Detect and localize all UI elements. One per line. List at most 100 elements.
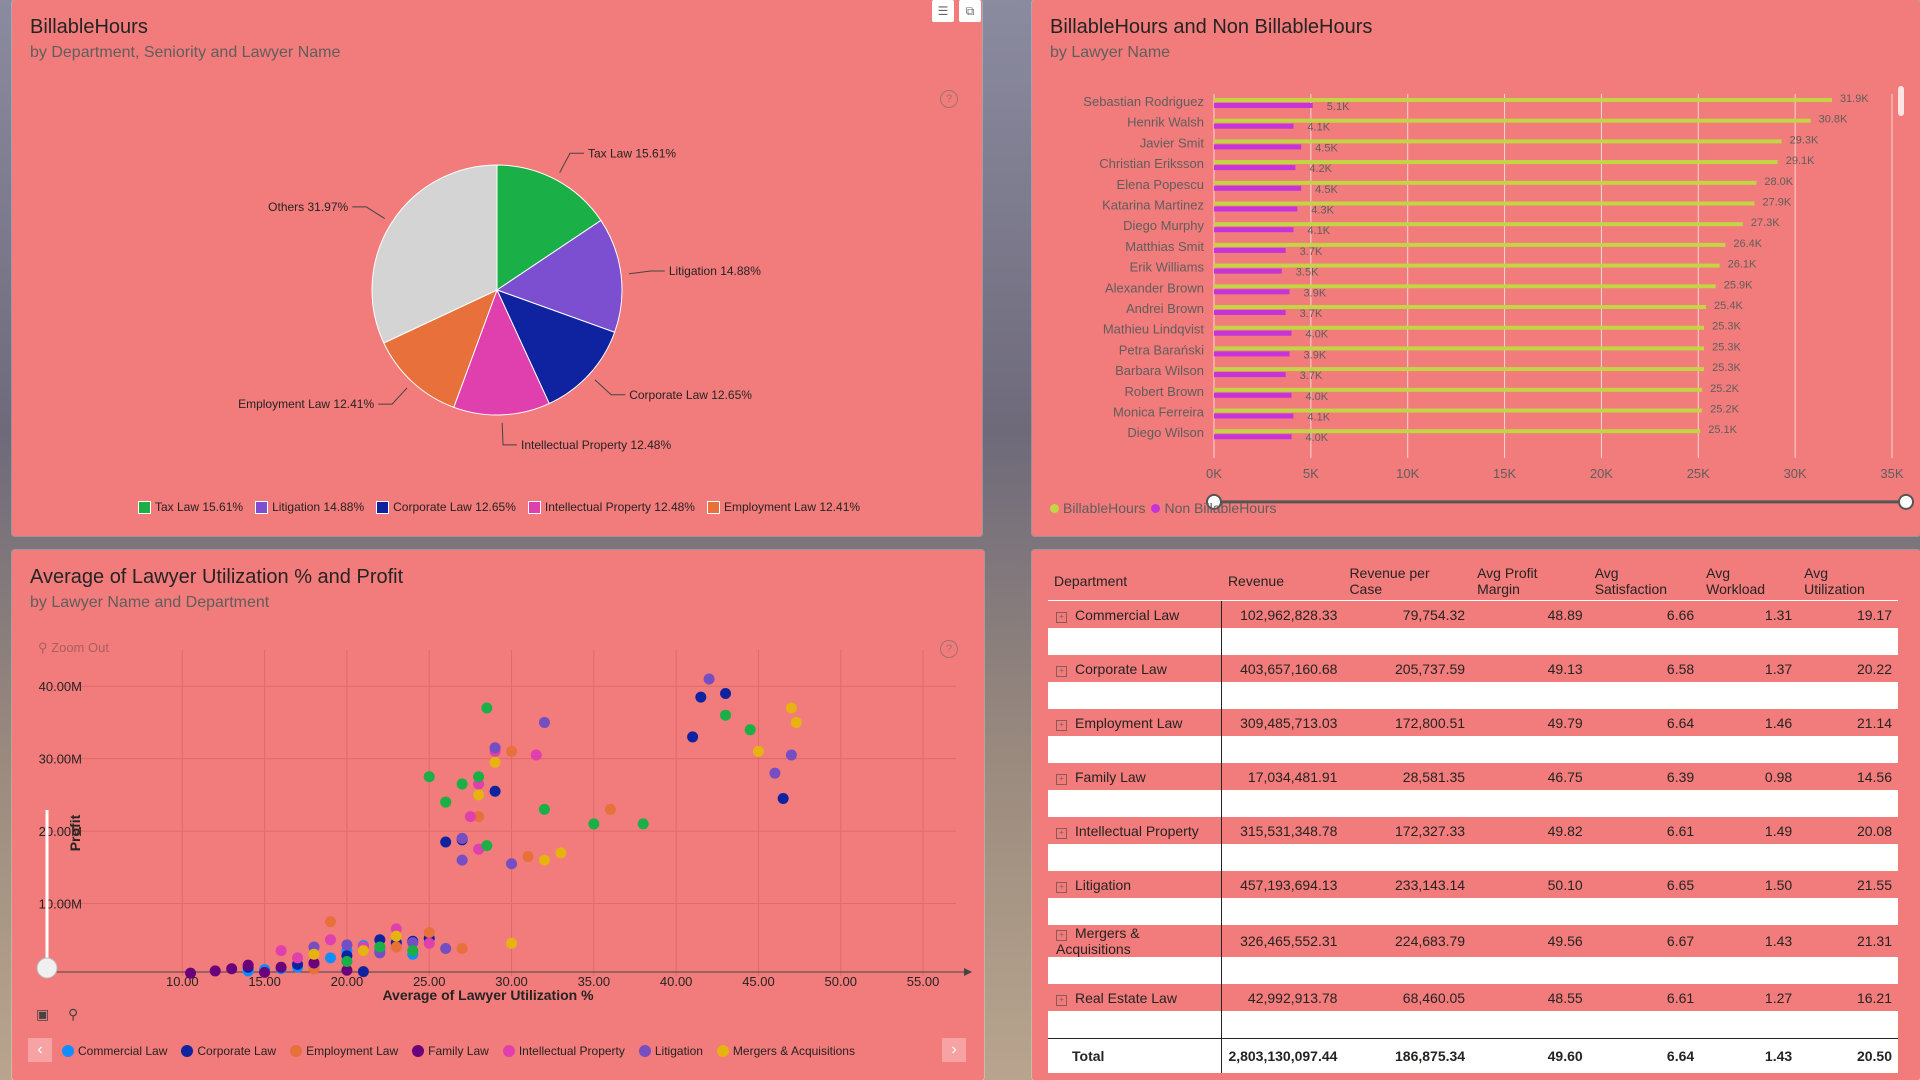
column-header[interactable]: Department	[1048, 562, 1222, 601]
legend-next-button[interactable]: ›	[942, 1038, 966, 1062]
legend-dot	[1050, 503, 1059, 513]
department-cell[interactable]: + Commercial Law	[1048, 600, 1223, 628]
value-cell: 16.21	[1856, 989, 1892, 1006]
billable-data-label: 29.1K	[1786, 155, 1815, 167]
spacer-cell	[1798, 844, 1898, 871]
legend-item[interactable]: Employment Law 12.41%	[706, 500, 860, 514]
nonbillable-data-label: 3.7K	[1300, 246, 1323, 258]
spacer-cell	[1471, 1011, 1589, 1039]
expand-icon[interactable]: +	[1056, 719, 1067, 731]
scatter-help-icon[interactable]: ?	[940, 640, 958, 658]
legend-prev-button[interactable]: ‹	[28, 1038, 52, 1062]
x-tick-label: 20K	[1590, 466, 1613, 481]
zoom-out-button[interactable]: ⚲ Zoom Out	[38, 640, 109, 656]
legend-item[interactable]: Tax Law 15.61%	[138, 500, 243, 514]
total-value: 20.50	[1798, 1038, 1898, 1073]
nonbillable-bar	[1214, 206, 1298, 212]
department-cell[interactable]: + Employment Law	[1048, 709, 1223, 736]
department-cell[interactable]: + Mergers & Acquisitions	[1048, 925, 1223, 957]
pie-title: BillableHours	[30, 16, 148, 38]
zoom-slider-handle	[36, 957, 58, 979]
expand-icon[interactable]: +	[1056, 881, 1067, 893]
category-label: Robert Brown	[1125, 384, 1204, 399]
value-cell: 21.55	[1856, 876, 1892, 893]
expand-icon[interactable]: +	[1056, 930, 1067, 941]
spacer-row	[1048, 736, 1898, 763]
scatter-point	[744, 724, 756, 736]
table-row: + Commercial Law 102,962,828.33 79,754.32 48…	[1048, 600, 1898, 628]
legend-item[interactable]: Intellectual Property 12.48%	[527, 500, 695, 514]
scatter-point	[538, 803, 550, 815]
legend-dot	[181, 1045, 194, 1057]
expand-icon[interactable]: +	[1056, 773, 1067, 785]
spacer-cell	[1343, 898, 1472, 925]
department-cell[interactable]: + Corporate Law	[1048, 655, 1223, 682]
legend-item[interactable]: Family Law	[412, 1044, 489, 1058]
spacer-cell	[1048, 1011, 1223, 1039]
legend-dot	[1151, 503, 1161, 513]
scatter-point	[324, 952, 336, 964]
x-tick-label: 55.00	[907, 974, 940, 989]
table-row: + Intellectual Property 315,531,348.78 172,…	[1048, 817, 1898, 844]
table-row: + Real Estate Law 42,992,913.78 68,460.05 48…	[1048, 984, 1898, 1011]
scatter-point	[481, 840, 493, 852]
nonbillable-bar	[1214, 123, 1294, 129]
nonbillable-bar	[1214, 351, 1290, 357]
x-tick-label: 30.00	[495, 974, 528, 989]
column-header[interactable]: Avg Satisfaction	[1588, 562, 1701, 601]
department-cell[interactable]: + Real Estate Law	[1048, 984, 1223, 1011]
help-icon[interactable]: ?	[940, 90, 958, 108]
pie-leader-line	[352, 206, 386, 220]
scatter-point	[440, 796, 452, 808]
column-header[interactable]: Revenue per Case	[1343, 562, 1472, 601]
legend-item[interactable]: Intellectual Property	[502, 1044, 625, 1058]
spacer-row	[1048, 898, 1898, 925]
billable-bar	[1214, 367, 1705, 372]
column-header[interactable]: Avg Workload	[1700, 562, 1799, 601]
legend-label: Tax Law 15.61%	[155, 500, 244, 514]
value-cell: 205,737.59	[1395, 660, 1466, 677]
department-label: Real Estate Law	[1075, 989, 1177, 1006]
nonbillable-data-label: 3.9K	[1304, 349, 1327, 361]
category-label: Alexander Brown	[1105, 280, 1204, 295]
image-icon[interactable]: ▣	[36, 1006, 50, 1022]
expand-icon[interactable]: +	[1056, 994, 1067, 1006]
expand-icon[interactable]: +	[1056, 827, 1067, 839]
department-cell[interactable]: + Litigation	[1048, 871, 1223, 898]
legend-item[interactable]: Litigation	[638, 1044, 703, 1058]
legend-item[interactable]: Corporate Law	[181, 1044, 276, 1058]
scatter-point	[357, 966, 369, 978]
legend-item[interactable]: Employment Law	[290, 1044, 398, 1058]
legend-item[interactable]: Corporate Law 12.65%	[376, 500, 516, 514]
legend-label: Family Law	[428, 1044, 489, 1058]
legend-item[interactable]: Litigation 14.88%	[255, 500, 364, 514]
expand-icon[interactable]: +	[1056, 665, 1067, 677]
legend-item[interactable]: Commercial Law	[62, 1044, 167, 1058]
focus-mode-icon[interactable]: ⧉	[959, 0, 981, 22]
legend-item[interactable]: Non BillableHours	[1151, 500, 1277, 516]
value-cell: 1.43	[1764, 933, 1793, 949]
nonbillable-bar	[1214, 392, 1292, 398]
y-axis-title: Profit	[67, 814, 83, 851]
department-cell[interactable]: + Family Law	[1048, 763, 1223, 790]
pin-icon[interactable]: ⚲	[68, 1006, 79, 1022]
value-cell: 48.55	[1547, 989, 1583, 1006]
column-header[interactable]: Revenue	[1221, 562, 1344, 601]
column-header[interactable]: Avg Utilization	[1798, 562, 1898, 601]
legend-item[interactable]: BillableHours	[1050, 500, 1145, 516]
spacer-cell	[1048, 682, 1223, 709]
filter-icon[interactable]: ☰	[932, 0, 954, 22]
column-header[interactable]: Avg Profit Margin	[1471, 562, 1589, 601]
scatter-point	[390, 941, 402, 953]
pie-slice-label: Corporate Law 12.65%	[629, 388, 752, 402]
scatter-point	[324, 916, 336, 928]
department-cell[interactable]: + Intellectual Property	[1048, 817, 1223, 844]
pie-leader-line	[559, 152, 585, 173]
legend-item[interactable]: Mergers & Acquisitions	[716, 1044, 855, 1058]
scatter-point	[473, 789, 485, 801]
billable-bar	[1214, 305, 1707, 309]
expand-icon[interactable]: +	[1056, 611, 1067, 623]
pie-leader-line	[501, 422, 518, 446]
spacer-cell	[1343, 790, 1472, 817]
matrix-header-row: Department Revenue Revenue per Case Avg Pro…	[1048, 562, 1898, 601]
